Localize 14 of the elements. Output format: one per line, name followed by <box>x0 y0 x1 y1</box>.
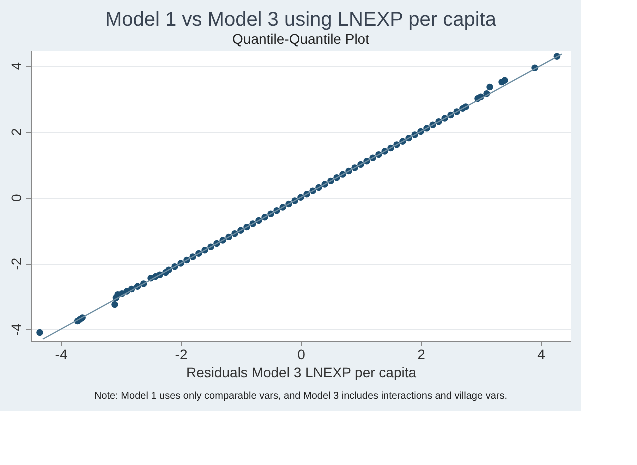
chart-title: Model 1 vs Model 3 using LNEXP per capita <box>106 9 498 31</box>
y-tick-label: 2 <box>8 128 24 136</box>
y-tick-label: -2 <box>8 258 24 270</box>
x-axis-title: Residuals Model 3 LNEXP per capita <box>186 364 417 380</box>
y-tick-label: 0 <box>8 194 24 202</box>
x-tick-label: 0 <box>298 346 306 362</box>
x-tick-label: 4 <box>538 346 546 362</box>
y-tick-label: 4 <box>8 62 24 70</box>
x-tick-label: -2 <box>175 346 188 362</box>
x-tick-label: -4 <box>55 346 68 362</box>
text: Note: Model 1 uses only comparable vars, and Model 3 includes interactions and village vars. <box>94 391 508 402</box>
chart-subtitle: Quantile-Quantile Plot <box>232 31 370 47</box>
x-tick-label: 2 <box>418 346 426 362</box>
y-tick-label: -4 <box>8 324 24 336</box>
